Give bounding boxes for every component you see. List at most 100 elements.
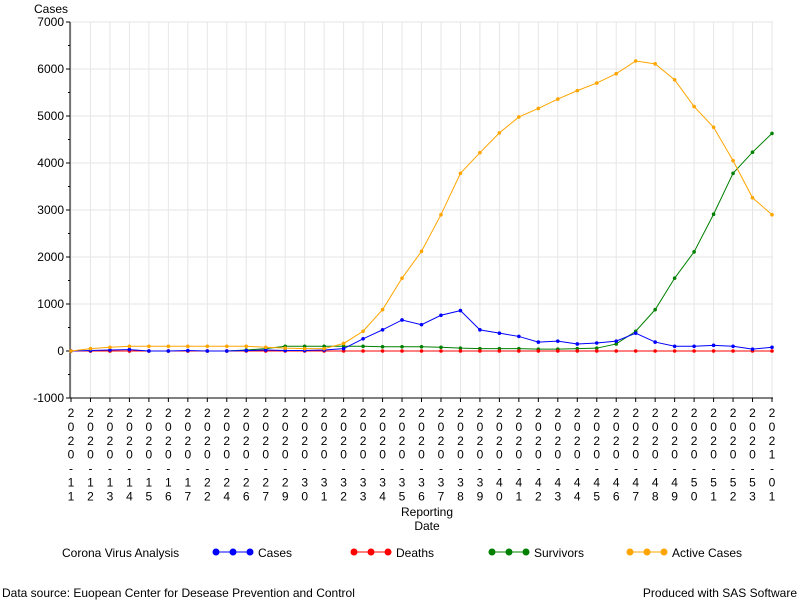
chart-title: Corona Virus Analysis	[62, 546, 179, 560]
data-point	[439, 313, 443, 318]
data-point	[224, 349, 229, 353]
x-tick-label: 2 0 2 0 -1 4	[126, 406, 133, 503]
data-point	[380, 328, 385, 332]
x-tick-label: 2 0 2 0 -4 7	[632, 406, 639, 503]
y-tick-label: 7000	[37, 15, 64, 29]
data-point	[692, 250, 696, 254]
x-tick-label: 2 0 2 0 -2 7	[262, 406, 269, 503]
x-tick-label: 2 0 2 0 -2 9	[282, 406, 289, 503]
data-point	[458, 346, 463, 350]
legend-marker	[229, 548, 237, 556]
data-point	[419, 349, 424, 353]
data-point	[458, 349, 463, 353]
data-point	[692, 344, 696, 349]
data-point	[166, 344, 171, 349]
series-active-cases	[69, 59, 774, 353]
legend-marker	[626, 548, 634, 556]
data-point	[731, 171, 735, 176]
data-point	[205, 349, 210, 353]
legend-label: Active Cases	[672, 546, 742, 560]
legend-item-cases: Cases	[212, 546, 292, 560]
x-tick-label: 2 0 2 0 -2 4	[223, 406, 230, 503]
legend-label: Survivors	[534, 546, 584, 560]
data-point	[711, 349, 716, 353]
data-point	[341, 346, 346, 351]
data-point	[672, 276, 677, 280]
data-point	[653, 62, 657, 66]
grid	[70, 21, 773, 399]
data-point	[322, 346, 326, 351]
data-point	[439, 349, 443, 353]
data-point	[478, 328, 482, 332]
x-tick-label: 2 0 2 0 -4 5	[593, 406, 600, 503]
x-tick-label: 2 0 2 0 -4 2	[535, 406, 542, 503]
data-point	[672, 349, 677, 353]
data-point	[731, 344, 735, 349]
data-point	[633, 331, 638, 335]
legend-marker	[660, 548, 668, 556]
legend-marker	[367, 548, 375, 556]
data-point	[244, 344, 249, 349]
data-point	[244, 348, 249, 353]
legend-marker	[643, 548, 651, 556]
data-point	[750, 347, 755, 351]
data-point	[517, 349, 521, 353]
data-point	[536, 340, 541, 344]
data-point	[439, 345, 443, 350]
data-point	[672, 78, 677, 82]
y-tick-label: 3000	[37, 203, 64, 217]
x-tick-label: 2 0 2 0 -3 2	[340, 406, 347, 503]
data-point	[400, 318, 404, 322]
x-tick-label: 2 0 2 0 -3 7	[438, 406, 445, 503]
data-point	[770, 212, 774, 217]
data-point	[361, 349, 365, 353]
data-point	[556, 97, 560, 101]
data-point	[731, 158, 735, 163]
x-tick-label: 2 0 2 0 -1 3	[107, 406, 114, 503]
x-tick-label: 2 0 2 0 -3 9	[477, 406, 484, 503]
data-point	[594, 341, 599, 345]
data-point	[594, 81, 599, 85]
data-point	[692, 104, 696, 109]
y-axis-label: Cases	[34, 2, 68, 16]
data-point	[380, 349, 385, 353]
y-tick-label: 1000	[37, 297, 64, 311]
data-point	[575, 349, 580, 353]
legend-marker	[212, 548, 220, 556]
series-group	[69, 59, 774, 353]
legend-marker	[384, 548, 392, 556]
y-tick-label: 0	[57, 344, 64, 358]
legend-marker	[505, 548, 513, 556]
data-point	[263, 348, 268, 352]
footer-source: Data source: Euopean Center for Desease …	[2, 586, 355, 600]
x-tick-label: 2 0 2 0 -2 2	[204, 406, 211, 503]
data-point	[361, 336, 365, 341]
footer-credit: Produced with SAS Software	[643, 586, 797, 600]
data-point	[69, 349, 73, 353]
data-point	[536, 106, 541, 111]
data-point	[517, 115, 521, 119]
legend-marker	[350, 548, 358, 556]
data-point	[672, 344, 677, 349]
y-tick-label: 2000	[37, 250, 64, 264]
data-point	[224, 344, 229, 349]
data-point	[614, 339, 619, 343]
data-point	[380, 344, 385, 349]
x-tick-label: 2 0 2 0 -4 6	[613, 406, 620, 503]
x-tick-label: 2 0 2 0 -4 8	[652, 406, 659, 503]
x-tick-label: 2 0 2 0 -1 2	[87, 406, 94, 503]
x-axis-label-line2: Date	[414, 519, 440, 533]
data-point	[711, 343, 716, 348]
x-tick-label: 2 0 2 0 -5 2	[730, 406, 737, 503]
data-point	[653, 307, 657, 312]
x-tick-label: 2 0 2 0 -3 1	[321, 406, 328, 503]
data-point	[478, 150, 482, 155]
data-point	[653, 340, 657, 344]
legend-item-active-cases: Active Cases	[626, 546, 742, 560]
x-tick-label: 2 0 2 0 -4 0	[496, 406, 503, 503]
data-point	[400, 349, 404, 353]
data-point	[575, 88, 580, 93]
data-point	[711, 125, 716, 130]
data-point	[458, 171, 463, 176]
